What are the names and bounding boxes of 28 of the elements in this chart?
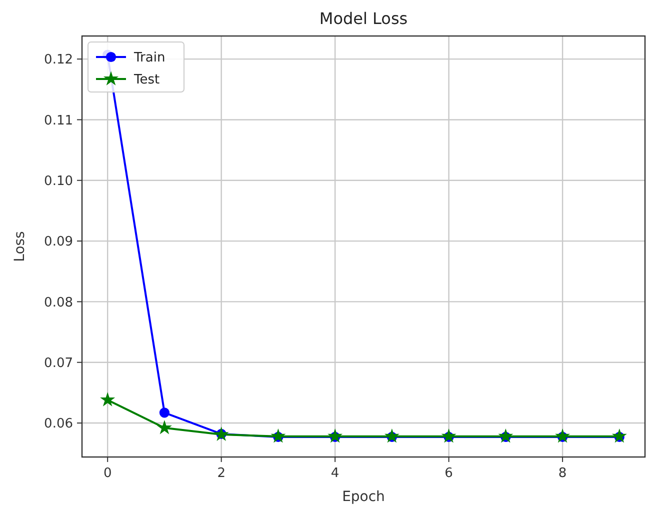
point bbox=[384, 428, 400, 443]
y-tick-label: 0.09 bbox=[44, 234, 73, 250]
y-tick-label: 0.10 bbox=[44, 174, 73, 189]
y-tick-label: 0.08 bbox=[44, 295, 73, 310]
point bbox=[612, 428, 627, 443]
point bbox=[328, 428, 343, 443]
legend-label: Test bbox=[133, 72, 160, 88]
x-tick-label: 8 bbox=[558, 466, 567, 481]
x-tick-label: 0 bbox=[103, 466, 112, 481]
x-tick-label: 4 bbox=[330, 466, 340, 481]
y-tick-label: 0.07 bbox=[44, 356, 73, 371]
point bbox=[100, 392, 116, 406]
point bbox=[214, 426, 229, 441]
point bbox=[441, 428, 456, 443]
point bbox=[159, 408, 170, 418]
point bbox=[156, 420, 172, 434]
y-axis-title: Loss bbox=[12, 231, 28, 262]
point bbox=[498, 428, 514, 443]
point bbox=[270, 428, 286, 443]
point bbox=[555, 428, 570, 443]
legend-label: Train bbox=[133, 50, 166, 66]
y-tick-label: 0.12 bbox=[44, 52, 73, 68]
y-tick-label: 0.11 bbox=[44, 113, 73, 128]
x-tick-label: 6 bbox=[444, 466, 453, 481]
x-axis-title: Epoch bbox=[342, 489, 385, 505]
y-tick-label: 0.06 bbox=[44, 416, 73, 432]
x-tick-label: 2 bbox=[217, 466, 226, 481]
chart-title: Model Loss bbox=[319, 9, 408, 28]
